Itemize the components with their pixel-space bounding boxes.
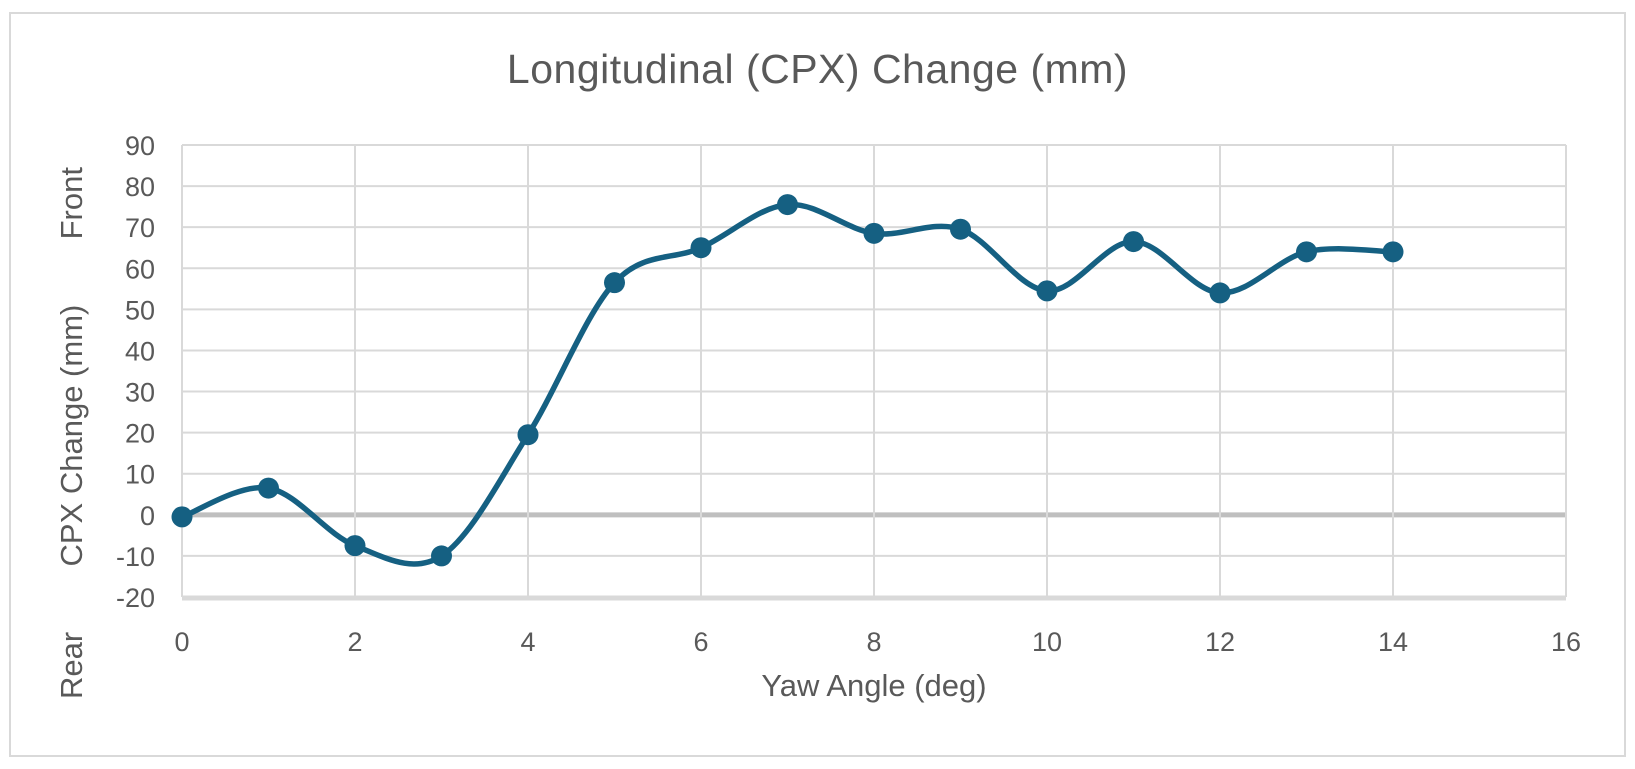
x-tick-label: 12 <box>1205 627 1235 657</box>
data-point-marker <box>1382 241 1404 263</box>
y-axis-rear-annotation: Rear <box>54 631 89 699</box>
x-tick-label: 6 <box>693 627 708 657</box>
data-point-marker <box>604 272 625 294</box>
data-point-marker <box>258 477 279 499</box>
data-point-marker <box>1296 241 1317 263</box>
y-tick-label: 30 <box>125 378 155 408</box>
data-point-marker <box>863 222 885 244</box>
x-tick-label: 10 <box>1032 627 1062 657</box>
data-point-marker <box>171 506 193 528</box>
data-point-marker <box>517 424 539 446</box>
y-tick-label: 40 <box>125 336 155 366</box>
x-axis-title: Yaw Angle (deg) <box>761 668 987 703</box>
data-point-marker <box>690 237 712 259</box>
data-point-marker <box>344 535 366 557</box>
x-tick-label: 16 <box>1551 627 1581 657</box>
data-point-marker <box>777 194 798 216</box>
y-tick-label: 20 <box>125 419 155 449</box>
y-tick-label: 70 <box>125 213 155 243</box>
y-axis-title-label: CPX Change (mm) <box>54 304 89 567</box>
y-tick-label: -20 <box>116 583 155 613</box>
y-axis-title: Rear CPX Change (mm) Front <box>51 167 93 699</box>
series-line <box>179 201 1396 567</box>
data-point-marker <box>431 545 452 567</box>
x-tick-label: 2 <box>347 627 362 657</box>
y-tick-label: 50 <box>125 295 155 325</box>
y-tick-label: 60 <box>125 254 155 284</box>
data-point-marker <box>1036 280 1058 302</box>
data-point-marker <box>950 218 971 240</box>
x-tick-label: 14 <box>1378 627 1408 657</box>
y-axis-front-annotation: Front <box>54 167 89 240</box>
chart-frame <box>9 12 1626 757</box>
data-point-marker <box>1209 282 1231 304</box>
y-tick-label: 90 <box>125 131 155 161</box>
chart-title: Longitudinal (CPX) Change (mm) <box>506 46 1129 92</box>
x-tick-label: 8 <box>866 627 881 657</box>
y-tick-label: -10 <box>116 542 155 572</box>
y-tick-label: 10 <box>125 460 155 490</box>
y-tick-label: 80 <box>125 172 155 202</box>
x-tick-label: 4 <box>520 627 535 657</box>
y-tick-label: 0 <box>140 501 155 531</box>
x-tick-label: 0 <box>174 627 189 657</box>
data-point-marker <box>1123 231 1144 253</box>
